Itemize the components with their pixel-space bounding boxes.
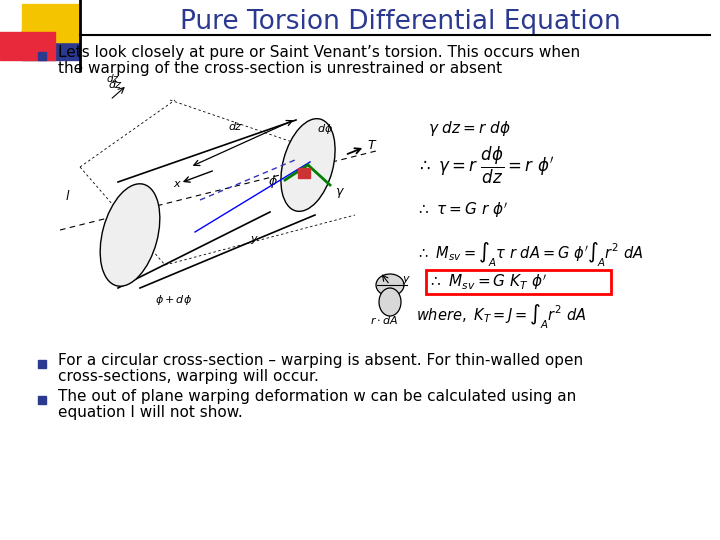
Text: $\phi + d\phi$: $\phi + d\phi$	[155, 293, 192, 307]
Text: cross-sections, warping will occur.: cross-sections, warping will occur.	[58, 368, 319, 383]
Text: $y$: $y$	[250, 234, 259, 246]
Text: $\therefore\ \tau = G\ r\ \phi^{\prime}$: $\therefore\ \tau = G\ r\ \phi^{\prime}$	[416, 200, 508, 220]
Bar	[0, 32, 55, 60]
Text: $\phi$: $\phi$	[268, 173, 278, 190]
Text: $x$: $x$	[173, 179, 182, 189]
Text: the warping of the cross-section is unrestrained or absent: the warping of the cross-section is unre…	[58, 60, 502, 76]
Bar	[298, 168, 310, 178]
Text: $d\phi$: $d\phi$	[317, 122, 333, 136]
Ellipse shape	[376, 274, 404, 296]
Text: Pure Torsion Differential Equation: Pure Torsion Differential Equation	[179, 9, 621, 35]
Text: dz: dz	[107, 74, 119, 84]
Text: $\therefore\ M_{sv} = \int_A \tau\ r\ dA = G\ \phi^{\prime} \int_A r^2\ dA$: $\therefore\ M_{sv} = \int_A \tau\ r\ dA…	[416, 241, 644, 269]
Text: $r\cdot dA$: $r\cdot dA$	[370, 314, 398, 326]
Text: $\gamma\ dz = r\ d\phi$: $\gamma\ dz = r\ d\phi$	[428, 118, 511, 138]
Text: $\therefore\ \gamma = r\ \dfrac{d\phi}{dz} = r\ \phi^{\prime}$: $\therefore\ \gamma = r\ \dfrac{d\phi}{d…	[416, 144, 554, 186]
Text: The out of plane warping deformation w can be calculated using an: The out of plane warping deformation w c…	[58, 388, 576, 403]
Text: $T$: $T$	[367, 139, 377, 152]
Ellipse shape	[100, 184, 160, 286]
Bar	[22, 30, 80, 60]
Text: Lets look closely at pure or Saint Venant’s torsion. This occurs when: Lets look closely at pure or Saint Venan…	[58, 44, 580, 59]
Text: dz: dz	[228, 122, 241, 132]
Text: dz: dz	[108, 80, 121, 90]
Bar	[22, 4, 80, 42]
Text: $where,\ K_T = J = \int_A r^2\ dA$: $where,\ K_T = J = \int_A r^2\ dA$	[416, 303, 586, 332]
Ellipse shape	[379, 288, 401, 316]
Text: $y$: $y$	[402, 274, 411, 286]
Text: equation I will not show.: equation I will not show.	[58, 404, 243, 420]
Bar	[426, 270, 611, 294]
Text: For a circular cross-section – warping is absent. For thin-walled open: For a circular cross-section – warping i…	[58, 353, 583, 368]
Ellipse shape	[281, 119, 335, 211]
Text: $\gamma$: $\gamma$	[335, 186, 345, 200]
Text: $l$: $l$	[65, 189, 71, 203]
Text: $\therefore\ M_{sv} = G\ K_T\ \phi^{\prime}$: $\therefore\ M_{sv} = G\ K_T\ \phi^{\pri…	[428, 272, 547, 292]
